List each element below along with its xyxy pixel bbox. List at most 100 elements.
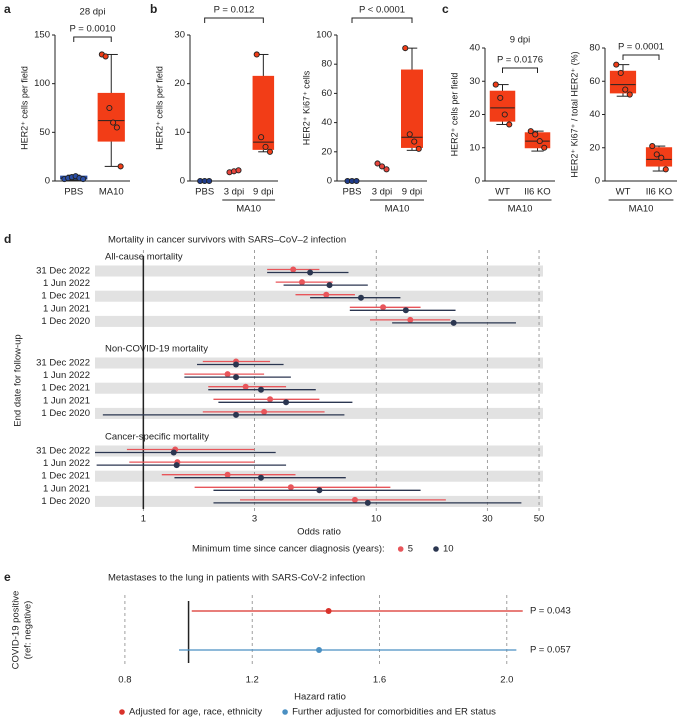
y-tick-label: 10 [469, 142, 480, 153]
legend-label: 5 [408, 544, 413, 555]
row-label: 1 Jun 2021 [43, 395, 90, 406]
estimate [407, 316, 414, 323]
row-band [95, 470, 543, 482]
data-point [527, 128, 534, 135]
row-label: 1 Jun 2022 [43, 278, 90, 289]
y-tick-label: 40 [589, 109, 600, 120]
data-point [113, 124, 120, 131]
x-tick-label: PBS [342, 187, 361, 198]
row-band [95, 265, 543, 277]
y-tick-label: 0 [180, 176, 185, 187]
x-tick-label: 1.6 [373, 675, 386, 686]
group-title: Cancer-specific mortality [105, 432, 209, 443]
y-tick-label: 40 [469, 43, 480, 54]
box [489, 90, 516, 122]
p-value: P = 0.012 [214, 5, 255, 16]
panel-label: d [4, 232, 11, 246]
data-point [406, 131, 413, 138]
data-point [378, 163, 386, 170]
y-axis-label: (ref: negative) [23, 601, 34, 660]
y-tick-label: 50 [39, 127, 50, 138]
estimate [326, 282, 333, 289]
data-point [80, 176, 87, 183]
significance-bracket [351, 17, 413, 23]
group-label: MA10 [508, 204, 533, 215]
y-tick-label: 40 [321, 117, 332, 128]
x-tick-label: 1.2 [246, 675, 259, 686]
estimate [257, 474, 264, 481]
row-band [95, 407, 543, 419]
data-point [415, 145, 422, 152]
x-tick-label: 9 dpi [402, 187, 423, 198]
box [401, 69, 423, 148]
estimate [325, 608, 332, 614]
y-tick-label: 0 [475, 176, 480, 187]
data-point [383, 166, 390, 173]
y-tick-label: 20 [321, 146, 332, 157]
data-point [110, 119, 117, 126]
row-band [95, 445, 543, 457]
x-axis-label: Hazard ratio [294, 692, 346, 703]
y-axis-label: HER2⁺ cells per field [449, 73, 459, 157]
data-point [653, 151, 660, 158]
box [252, 75, 275, 150]
x-tick-label: WT [495, 187, 510, 198]
legend-label: 10 [443, 544, 454, 555]
row-label: 1 Dec 2021 [41, 471, 90, 482]
data-point [258, 134, 265, 141]
data-point [658, 154, 665, 161]
x-axis-label: Odds ratio [297, 527, 341, 538]
panel-title: 28 dpi [80, 7, 106, 18]
row-band [95, 495, 543, 507]
panel-label: e [4, 570, 11, 584]
y-tick-label: 10 [174, 127, 185, 138]
estimate [224, 471, 231, 478]
row-band [95, 382, 543, 394]
estimate [299, 279, 306, 286]
estimate [261, 408, 268, 415]
estimate [380, 304, 387, 311]
panel-label: b [150, 2, 157, 16]
estimate [402, 307, 409, 314]
legend-swatch [119, 709, 125, 715]
y-tick-label: 60 [589, 76, 600, 87]
estimate [287, 484, 294, 491]
group-label: MA10 [236, 204, 261, 215]
x-tick-label: 3 dpi [372, 187, 393, 198]
x-tick-label: 3 [252, 514, 257, 525]
data-point [622, 86, 629, 93]
estimate [233, 374, 240, 381]
x-tick-label: 0.8 [118, 675, 131, 686]
estimate [267, 396, 274, 403]
estimate [257, 386, 264, 393]
y-tick-label: 20 [469, 109, 480, 120]
estimate [224, 371, 231, 378]
data-point [374, 160, 381, 167]
estimate [316, 487, 323, 494]
estimate [170, 449, 177, 456]
data-point [506, 121, 513, 128]
y-tick-label: 0 [327, 176, 332, 187]
x-tick-label: 9 dpi [253, 187, 274, 198]
row-label: 1 Jun 2022 [43, 458, 90, 469]
y-tick-label: 30 [174, 30, 185, 41]
legend-title: Minimum time since cancer diagnosis (yea… [192, 544, 385, 555]
data-point [262, 143, 269, 150]
row-label: 31 Dec 2022 [36, 446, 90, 457]
x-tick-label: 50 [534, 514, 545, 525]
panel-label: a [4, 2, 11, 16]
y-tick-label: 30 [469, 76, 480, 87]
panel-label: c [442, 2, 449, 16]
row-band [95, 315, 543, 327]
x-tick-label: 3 dpi [224, 187, 245, 198]
row-label: 1 Jun 2021 [43, 483, 90, 494]
row-label: 1 Dec 2020 [41, 496, 90, 507]
legend-label: Further adjusted for comorbidities and E… [292, 707, 496, 718]
data-point [106, 104, 113, 112]
significance-bracket [622, 54, 660, 60]
data-point [536, 138, 543, 145]
data-point [492, 81, 499, 88]
p-value: P = 0.0001 [618, 42, 664, 53]
y-tick-label: 20 [589, 142, 600, 153]
